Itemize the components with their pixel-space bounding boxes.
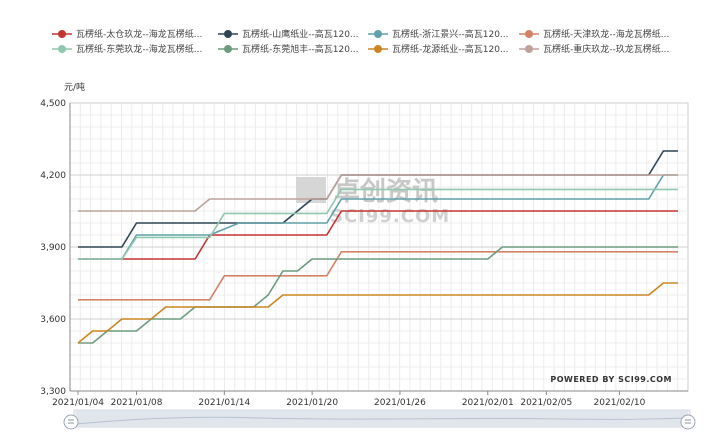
legend-swatch-dot bbox=[374, 45, 382, 53]
x-tick-label: 2021/01/20 bbox=[286, 398, 338, 408]
y-tick-label: 3,300 bbox=[40, 387, 66, 397]
x-tick-label: 2021/02/05 bbox=[520, 398, 572, 408]
legend-item-6[interactable]: 瓦楞纸-东莞旭丰--高瓦120... bbox=[218, 43, 359, 55]
legend-item-8[interactable]: 瓦楞纸-重庆玖龙--玖龙瓦楞纸... bbox=[519, 43, 669, 55]
watermark-subtext: SCI99.COM bbox=[330, 206, 450, 227]
legend-item-4[interactable]: 瓦楞纸-天津玖龙--海龙瓦楞纸... bbox=[519, 28, 669, 40]
legend-swatch-dot bbox=[58, 30, 66, 38]
legend-label: 瓦楞纸-龙源纸业--高瓦120... bbox=[392, 43, 509, 55]
x-tick-label: 2021/01/14 bbox=[198, 398, 250, 408]
legend-swatch-dot bbox=[525, 45, 533, 53]
powered-by-credit: POWERED BY SCI99.COM bbox=[550, 375, 672, 384]
legend-item-2[interactable]: 瓦楞纸-山鹰纸业--高瓦120... bbox=[218, 28, 359, 40]
legend-swatch-dot bbox=[58, 45, 66, 53]
watermark-text: 卓创资讯 bbox=[334, 177, 438, 207]
x-tick-label: 2021/02/01 bbox=[462, 398, 514, 408]
legend-label: 瓦楞纸-天津玖龙--海龙瓦楞纸... bbox=[543, 28, 669, 40]
x-tick-label: 2021/01/08 bbox=[111, 398, 163, 408]
legend-item-3[interactable]: 瓦楞纸-浙江景兴--高瓦120... bbox=[368, 28, 509, 40]
legend-label: 瓦楞纸-山鹰纸业--高瓦120... bbox=[242, 28, 359, 40]
y-axis-unit-label: 元/吨 bbox=[64, 81, 85, 93]
legend: 瓦楞纸-太仓玖龙--海龙瓦楞纸... 瓦楞纸-山鹰纸业--高瓦120... 瓦楞纸-… bbox=[52, 28, 669, 55]
slider-left-handle[interactable] bbox=[64, 415, 78, 429]
legend-item-5[interactable]: 瓦楞纸-东莞玖龙--海龙瓦楞纸... bbox=[52, 43, 202, 55]
legend-swatch-dot bbox=[224, 30, 232, 38]
y-tick-label: 4,200 bbox=[40, 171, 66, 181]
legend-swatch-dot bbox=[224, 45, 232, 53]
y-tick-label: 3,600 bbox=[40, 315, 66, 325]
legend-swatch-dot bbox=[525, 30, 533, 38]
x-tick-label: 2021/01/04 bbox=[52, 398, 104, 408]
legend-label: 瓦楞纸-东莞玖龙--海龙瓦楞纸... bbox=[76, 43, 202, 55]
y-tick-label: 3,900 bbox=[40, 243, 66, 253]
legend-label: 瓦楞纸-东莞旭丰--高瓦120... bbox=[242, 43, 359, 55]
legend-label: 瓦楞纸-太仓玖龙--海龙瓦楞纸... bbox=[76, 28, 202, 40]
legend-item-7[interactable]: 瓦楞纸-龙源纸业--高瓦120... bbox=[368, 43, 509, 55]
data-zoom-slider[interactable] bbox=[64, 410, 695, 429]
x-tick-label: 2021/01/26 bbox=[374, 398, 426, 408]
y-tick-label: 4,500 bbox=[40, 99, 66, 109]
legend-swatch-dot bbox=[374, 30, 382, 38]
legend-label: 瓦楞纸-重庆玖龙--玖龙瓦楞纸... bbox=[543, 43, 669, 55]
legend-label: 瓦楞纸-浙江景兴--高瓦120... bbox=[392, 28, 509, 40]
slider-right-handle[interactable] bbox=[681, 415, 695, 429]
x-tick-label: 2021/02/10 bbox=[594, 398, 646, 408]
legend-item-1[interactable]: 瓦楞纸-太仓玖龙--海龙瓦楞纸... bbox=[52, 28, 202, 40]
